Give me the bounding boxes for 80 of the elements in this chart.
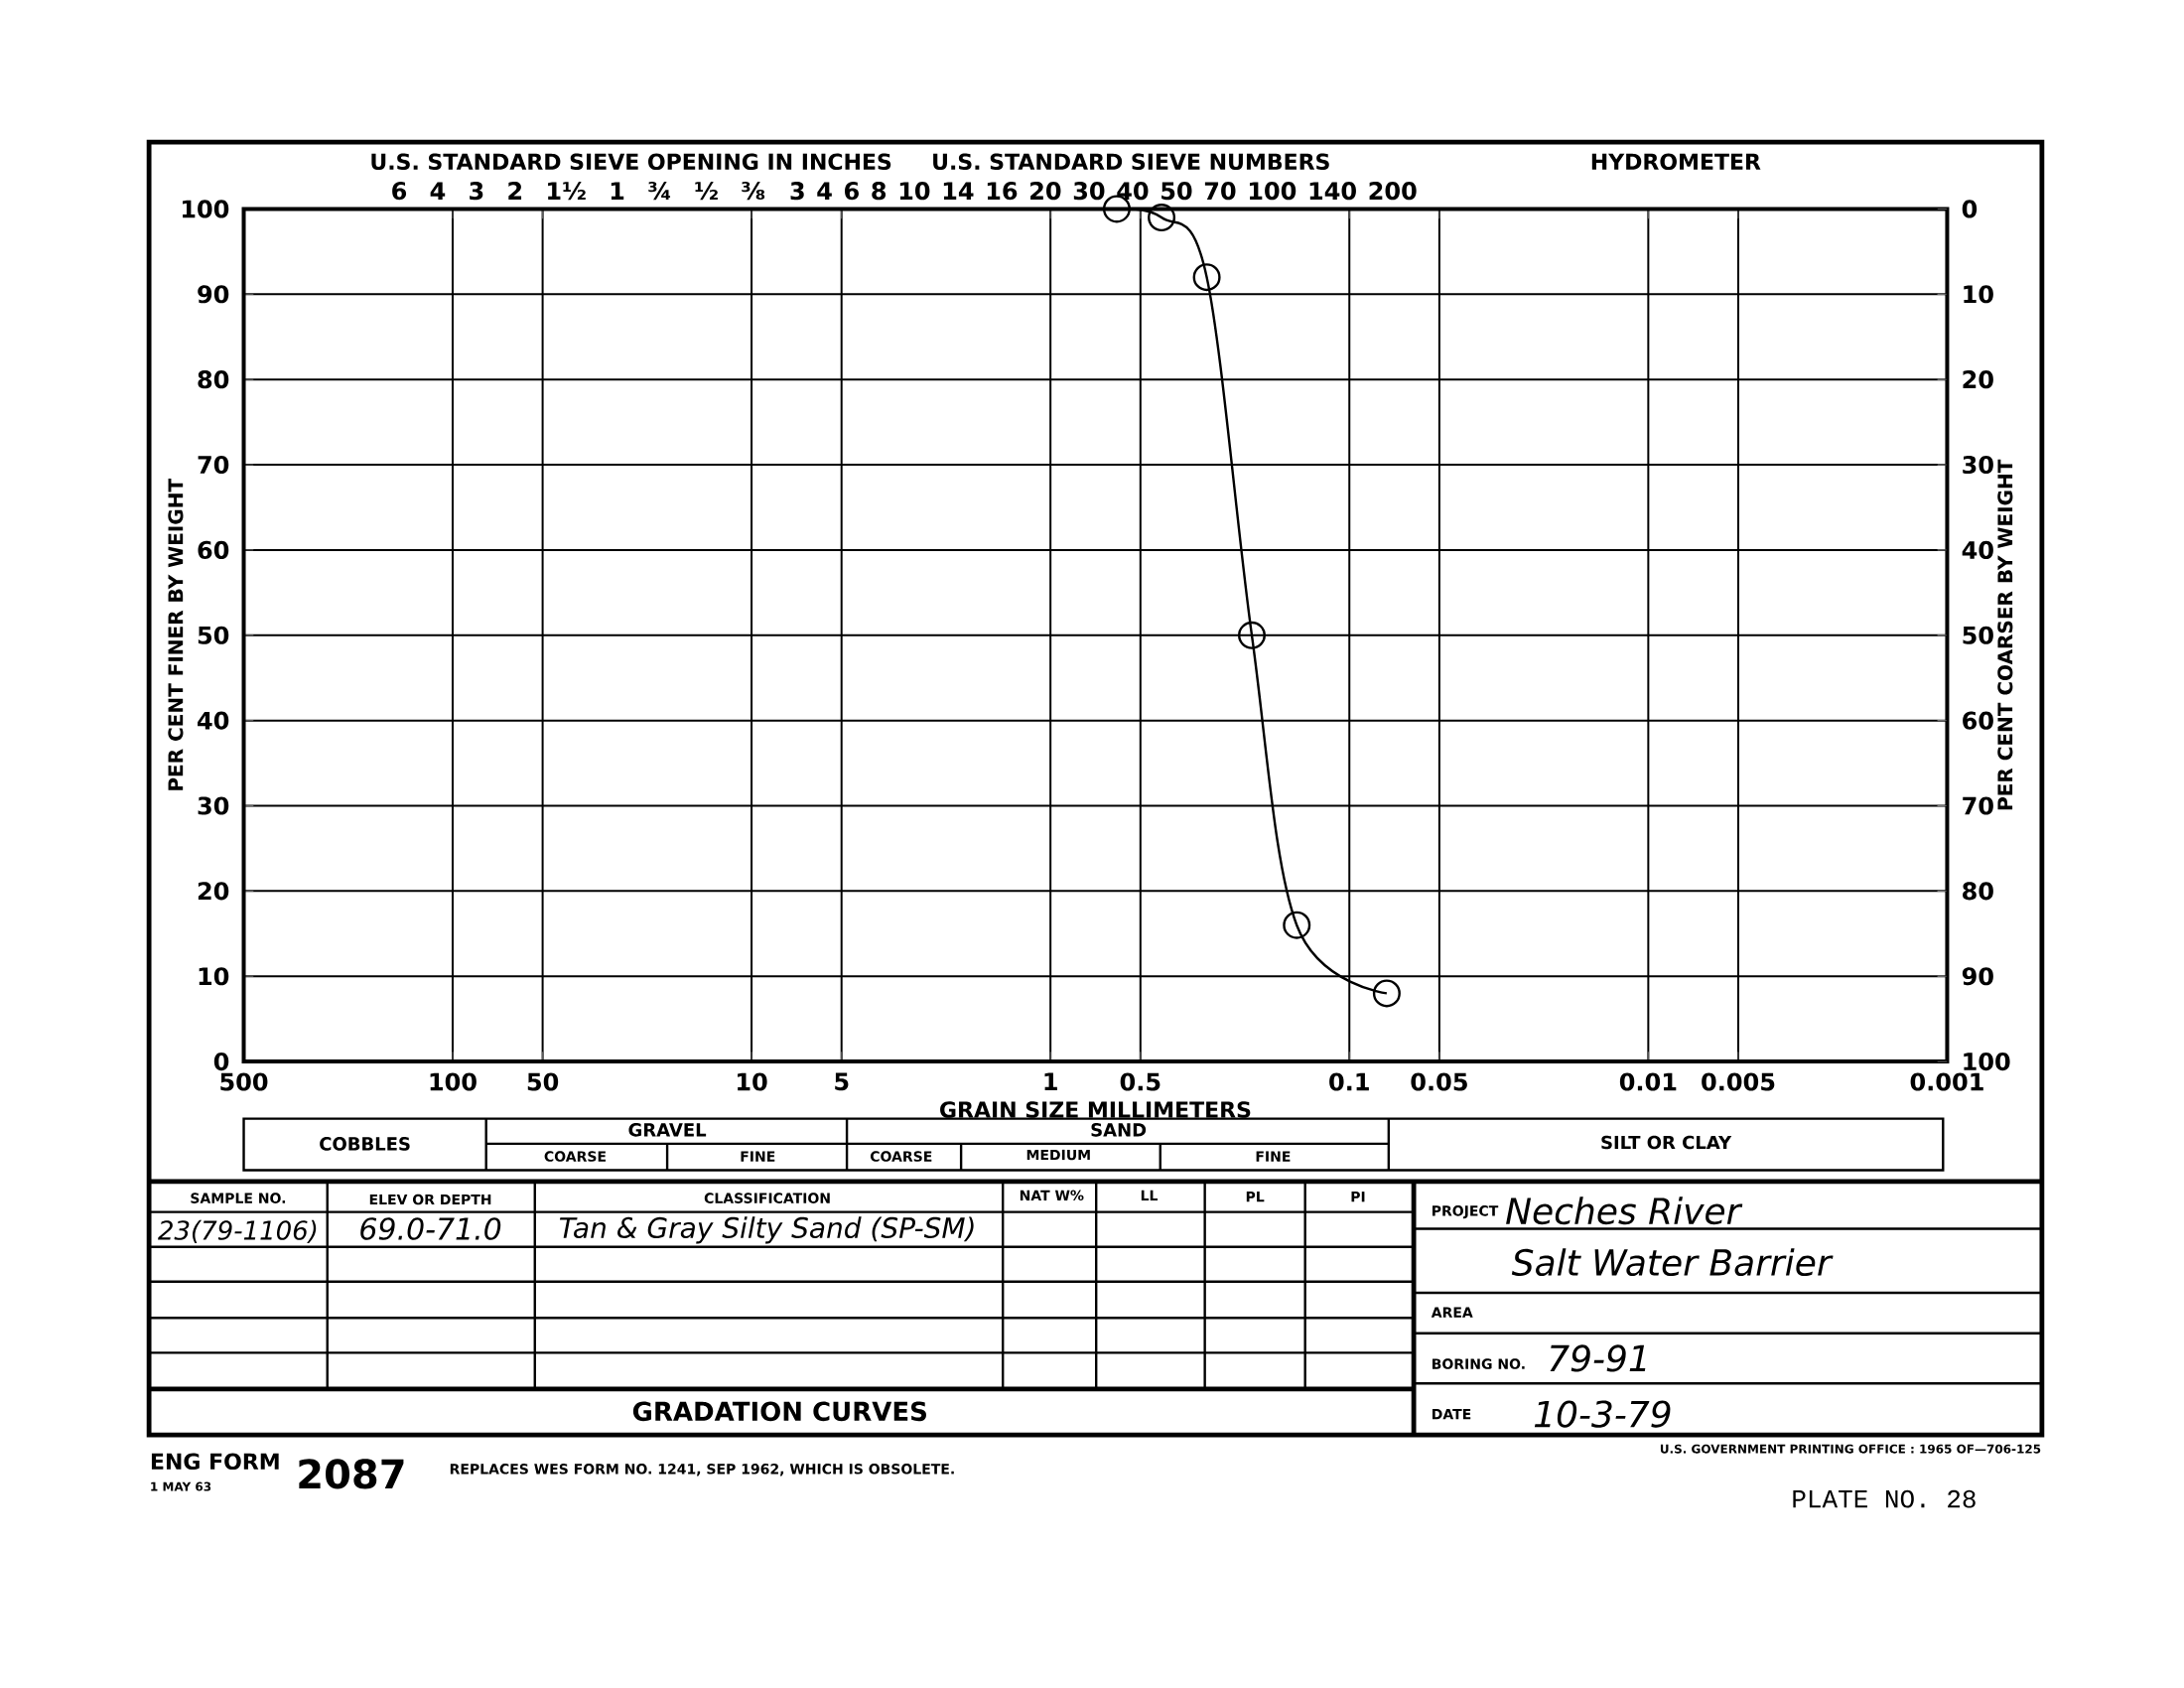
y2-axis-title: PER CENT COARSER BY WEIGHT [1997, 459, 2013, 809]
text: PL [1246, 1191, 1265, 1202]
text: GRADATION CURVES [632, 1401, 926, 1421]
text: CLASSIFICATION [704, 1193, 830, 1203]
x-tick-label: 10 [738, 1072, 767, 1091]
text: BORING NO. [1433, 1358, 1525, 1369]
text: SAND [1091, 1122, 1147, 1137]
y-tick-label: 80 [198, 369, 229, 388]
y-axis-title: PER CENT FINER BY WEIGHT [168, 478, 184, 790]
x-tick-label: 0.5 [1120, 1072, 1160, 1091]
text: MEDIUM [1026, 1149, 1090, 1161]
text: ENG FORM [151, 1453, 279, 1470]
x-axis-title: GRAIN SIZE MILLIMETERS [940, 1100, 1251, 1118]
text: 10-3-79 [1534, 1400, 1671, 1428]
y-tick-label: 0 [213, 1052, 229, 1070]
x-tick-label: 0.01 [1619, 1072, 1677, 1091]
point [1148, 203, 1176, 231]
y-tick-label: 20 [198, 882, 229, 901]
y2-tick-label: 50 [1963, 626, 1993, 644]
x-tick-label: 100 [430, 1072, 477, 1091]
x-tick-label: 1 [1044, 1072, 1057, 1090]
x-tick-label: 5 [835, 1072, 849, 1091]
text: 1 MAY 63 [151, 1481, 211, 1491]
x-tick-label: 0.001 [1910, 1072, 1983, 1091]
text: ELEV OR DEPTH [369, 1194, 491, 1205]
y-tick-label: 30 [198, 796, 229, 815]
text: U.S. STANDARD SIEVE OPENING IN INCHES [371, 153, 891, 170]
text: 23(79-1106) [158, 1219, 317, 1243]
text: FINE [1256, 1151, 1291, 1162]
text: NAT W% [1020, 1190, 1084, 1200]
y2-tick-label: 70 [1963, 796, 1993, 815]
point [1238, 621, 1266, 649]
text: COARSE [870, 1150, 932, 1162]
y2-tick-label: 40 [1962, 540, 1993, 559]
text: DATE [1433, 1408, 1471, 1419]
text: AREA [1431, 1307, 1473, 1318]
x-tick-label: 0.05 [1411, 1072, 1467, 1091]
y-tick-label: 40 [198, 711, 229, 730]
y-tick-label: 50 [198, 626, 229, 644]
y-tick-label: 10 [199, 966, 229, 986]
text: HYDROMETER [1591, 153, 1761, 170]
text: COBBLES [320, 1136, 410, 1151]
text: SILT OR CLAY [1601, 1135, 1732, 1150]
text: 69.0-71.0 [360, 1216, 501, 1240]
text: SAMPLE NO. [191, 1193, 286, 1203]
text: Salt Water Barrier [1511, 1247, 1834, 1276]
text: 3 4 6 8 10 14 16 20 30 40 50 70 100 140 200 [790, 181, 1417, 201]
text: PI [1351, 1191, 1365, 1202]
y2-tick-label: 30 [1963, 455, 1993, 474]
text: PROJECT [1433, 1204, 1499, 1219]
y-tick-label: 60 [198, 540, 229, 559]
text: PLATE NO. 28 [1793, 1489, 1976, 1508]
text: 79-91 [1550, 1344, 1646, 1372]
text: COARSE [544, 1150, 606, 1162]
text: REPLACES WES FORM NO. 1241, SEP 1962, WHICH IS OBSOLETE. [450, 1463, 954, 1477]
text: Neches River [1506, 1196, 1743, 1224]
y-tick-label: 100 [182, 200, 229, 218]
text: FINE [741, 1151, 775, 1162]
text: Tan & Gray Silty Sand (SP-SM) [559, 1216, 974, 1244]
x-tick-label: 500 [220, 1072, 268, 1091]
x-tick-label: 0.005 [1702, 1072, 1775, 1091]
text: U.S. STANDARD SIEVE NUMBERS [933, 153, 1329, 170]
y-tick-label: 90 [198, 285, 229, 304]
text: 6 4 3 2 1½ 1 ¾ ½ ⅜ [392, 181, 765, 201]
text: LL [1141, 1190, 1159, 1200]
text: GRAVEL [628, 1122, 707, 1137]
y2-tick-label: 90 [1962, 966, 1993, 986]
point [1283, 911, 1311, 939]
x-tick-label: 0.1 [1329, 1072, 1369, 1091]
x-tick-label: 50 [527, 1072, 559, 1091]
y2-tick-label: 80 [1963, 882, 1993, 901]
text: U.S. GOVERNMENT PRINTING OFFICE : 1965 OF—706-125 [1660, 1444, 2041, 1454]
y2-tick-label: 20 [1963, 369, 1993, 388]
y2-tick-label: 100 [1964, 1052, 2010, 1070]
y2-tick-label: 10 [1964, 285, 1993, 304]
y-tick-label: 70 [198, 455, 229, 474]
text: 2087 [299, 1459, 404, 1489]
point [1192, 262, 1221, 291]
y2-tick-label: 0 [1962, 200, 1978, 218]
y2-tick-label: 60 [1963, 711, 1993, 730]
